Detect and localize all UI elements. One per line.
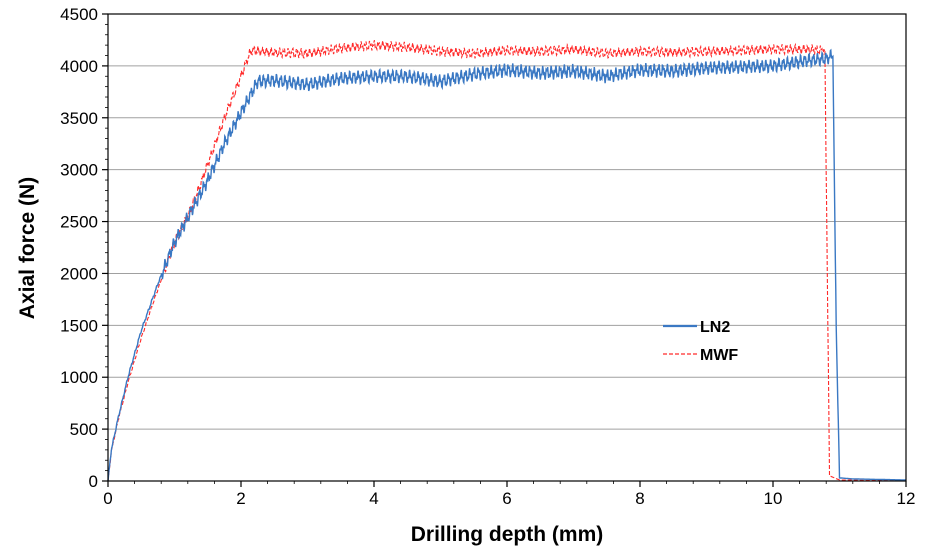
y-tick-label: 1500 [60,316,98,335]
x-tick-label: 8 [635,489,644,508]
legend-label-ln2: LN2 [700,319,730,336]
x-axis-ticks: 0 2 4 6 8 10 12 [103,481,915,508]
x-tick-label: 0 [103,489,112,508]
legend: LN2 MWF [663,319,738,364]
plot-frame [107,13,907,482]
x-tick-label: 12 [897,489,916,508]
y-tick-label: 500 [70,420,98,439]
y-tick-label: 2000 [60,264,98,283]
y-tick-label: 1000 [60,368,98,387]
y-axis-title: Axial force (N) [16,177,39,319]
y-tick-label: 3500 [60,109,98,128]
legend-label-mwf: MWF [700,347,738,364]
series-line-ln2 [107,48,906,482]
data-series [107,39,906,482]
y-tick-label: 4500 [60,5,98,24]
x-axis-title: Drilling depth (mm) [411,523,604,546]
grid-lines [108,65,906,430]
y-tick-label: 3000 [60,161,98,180]
x-tick-label: 6 [502,489,511,508]
x-tick-label: 10 [764,489,783,508]
y-axis-ticks: 0 500 1000 1500 2000 2500 3000 3500 4000 4500 [60,5,108,491]
y-tick-label: 0 [89,472,98,491]
x-tick-label: 4 [369,489,378,508]
y-tick-label: 2500 [60,213,98,232]
series-line-mwf [107,39,906,482]
y-tick-label: 4000 [60,57,98,76]
x-tick-label: 2 [236,489,245,508]
minor-ticks [105,23,880,484]
